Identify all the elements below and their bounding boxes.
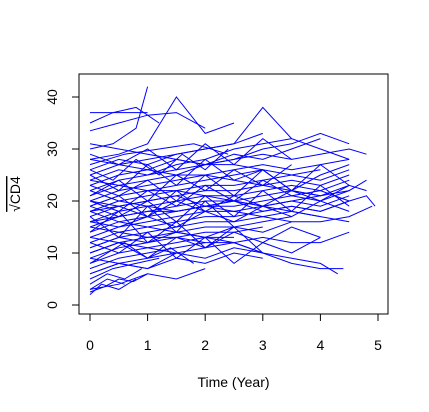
- series-line-8: [89, 106, 292, 171]
- y-tick-label: 30: [44, 141, 60, 157]
- series-line-5: [89, 96, 235, 160]
- series-line-59: [89, 179, 350, 212]
- series-line-54: [89, 137, 292, 171]
- series-line-46: [89, 200, 235, 239]
- series-line-35: [89, 236, 338, 275]
- y-tick-label: 40: [44, 89, 60, 105]
- series-layer: [89, 86, 376, 295]
- series-line-37: [89, 195, 373, 223]
- series-line-60: [89, 184, 367, 218]
- series-line-4: [89, 86, 149, 150]
- series-line-23: [89, 216, 292, 254]
- y-axis-label: √CD4: [7, 176, 23, 212]
- x-tick-label: 4: [317, 337, 325, 353]
- x-tick-label: 2: [201, 337, 209, 353]
- series-line-3: [89, 106, 160, 124]
- series-line-52: [89, 242, 194, 264]
- series-line-55: [89, 200, 350, 228]
- y-tick-label: 20: [44, 193, 60, 209]
- series-line-28: [89, 257, 160, 280]
- series-line-57: [89, 221, 292, 249]
- x-tick-label: 5: [374, 337, 382, 353]
- x-tick-label: 3: [259, 337, 267, 353]
- series-line-58: [89, 252, 263, 275]
- series-line-40: [89, 226, 350, 244]
- series-line-53: [89, 148, 229, 181]
- series-line-29: [89, 268, 143, 285]
- x-axis-label: Time (Year): [197, 374, 269, 390]
- series-line-56: [89, 163, 350, 202]
- x-axis: 0 1 2 3 4 5: [86, 313, 382, 353]
- x-tick-label: 0: [86, 337, 94, 353]
- series-line-51: [89, 226, 321, 259]
- y-tick-label: 10: [44, 245, 60, 261]
- y-tick-label: 0: [44, 301, 60, 309]
- series-line-33: [89, 268, 206, 290]
- x-tick-label: 1: [144, 337, 152, 353]
- y-axis: 0 10 20 30 40: [44, 89, 80, 309]
- series-line-14: [89, 169, 321, 207]
- series-line-49: [89, 158, 350, 192]
- series-line-6: [89, 143, 229, 166]
- series-line-47: [89, 164, 292, 202]
- series-line-12: [89, 148, 367, 197]
- series-line-38: [89, 190, 376, 212]
- series-line-50: [89, 184, 350, 223]
- series-line-32: [89, 273, 148, 293]
- series-line-30: [89, 278, 125, 290]
